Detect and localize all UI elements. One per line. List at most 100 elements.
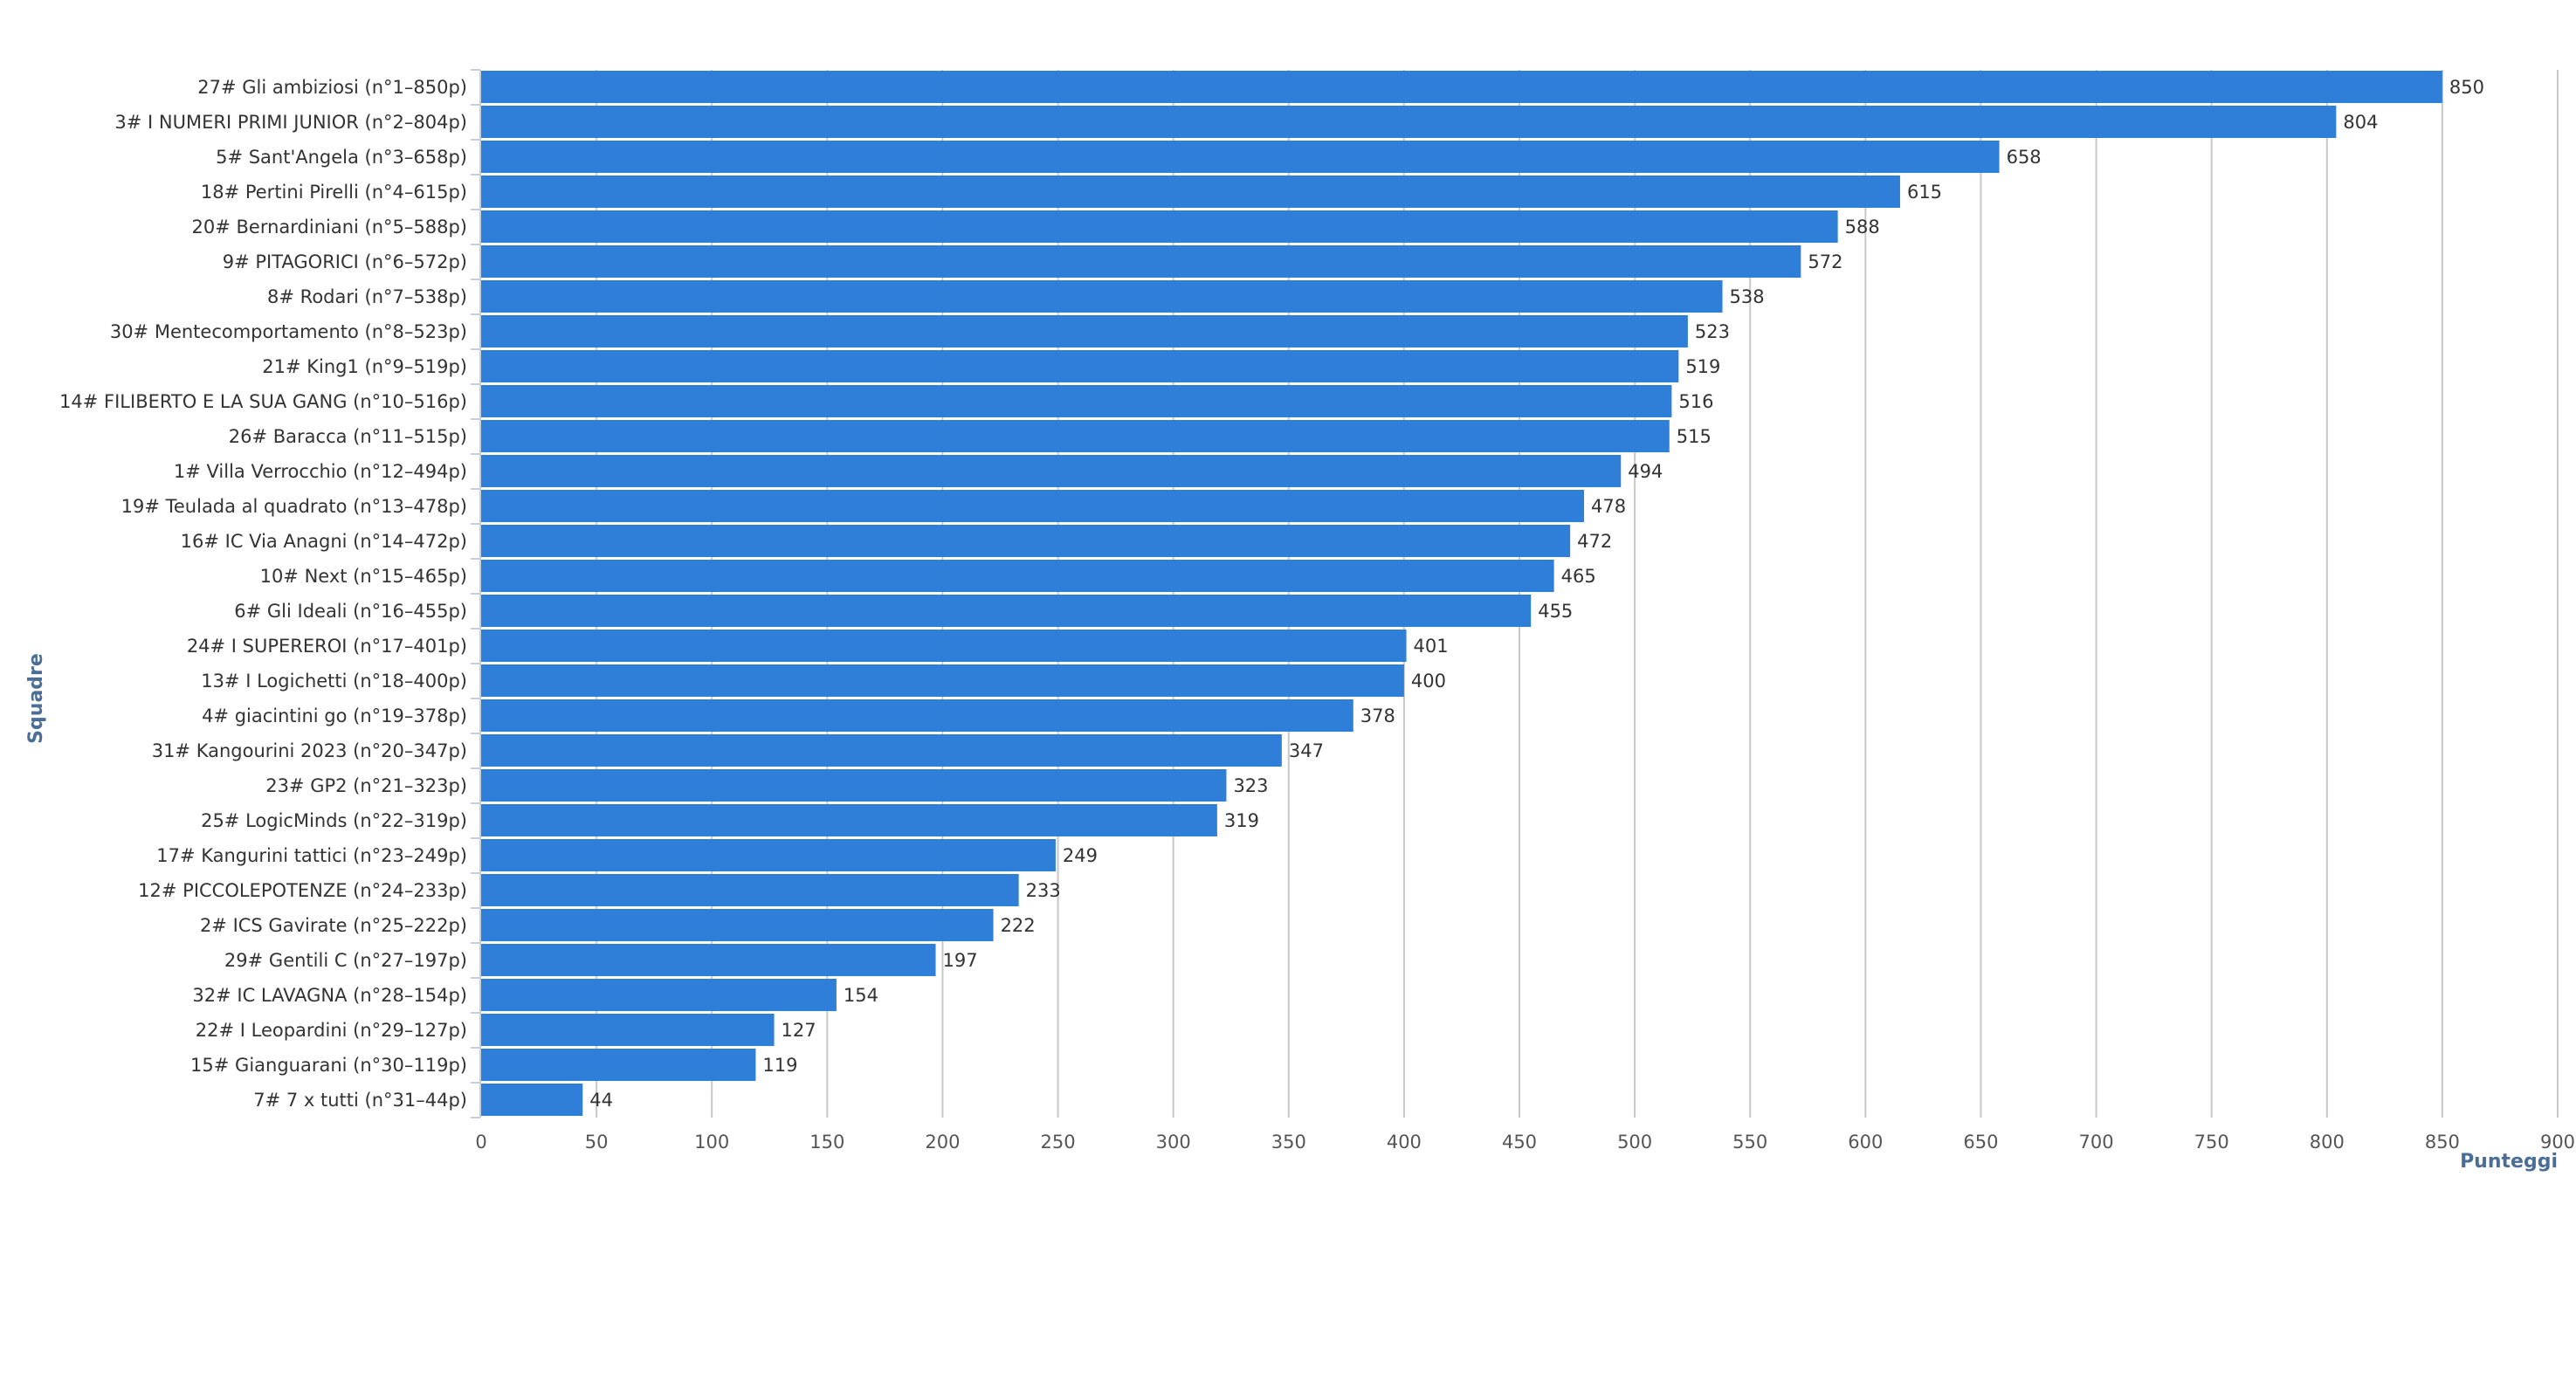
bar[interactable] bbox=[481, 804, 1217, 836]
category-label: 15# Gianguarani (n°30–119p) bbox=[190, 1055, 467, 1076]
data-label: 494 bbox=[1628, 461, 1663, 482]
category-label: 27# Gli ambiziosi (n°1–850p) bbox=[197, 77, 467, 98]
bar[interactable] bbox=[481, 71, 2442, 103]
data-label: 44 bbox=[589, 1090, 613, 1111]
data-label: 658 bbox=[2007, 147, 2042, 168]
bar[interactable] bbox=[481, 699, 1353, 732]
data-label: 378 bbox=[1360, 705, 1395, 726]
category-label: 25# LogicMinds (n°22–319p) bbox=[201, 810, 467, 831]
bar[interactable] bbox=[481, 909, 994, 941]
bar[interactable] bbox=[481, 944, 936, 976]
y-axis-title: Squadre bbox=[25, 653, 47, 744]
category-label: 14# FILIBERTO E LA SUA GANG (n°10–516p) bbox=[59, 391, 467, 412]
data-label: 319 bbox=[1224, 810, 1259, 831]
x-tick-label: 550 bbox=[1732, 1132, 1767, 1153]
bar[interactable] bbox=[481, 315, 1688, 348]
category-label: 22# I Leopardini (n°29–127p) bbox=[196, 1020, 467, 1041]
x-tick-label: 600 bbox=[1848, 1132, 1883, 1153]
x-tick-label: 800 bbox=[2310, 1132, 2345, 1153]
data-label: 249 bbox=[1063, 845, 1098, 866]
category-label: 5# Sant'Angela (n°3–658p) bbox=[216, 147, 467, 168]
bar[interactable] bbox=[481, 1014, 775, 1046]
bar[interactable] bbox=[481, 839, 1056, 871]
x-tick-label: 900 bbox=[2540, 1132, 2575, 1153]
x-tick-label: 700 bbox=[2079, 1132, 2114, 1153]
bar[interactable] bbox=[481, 385, 1672, 417]
category-label: 9# PITAGORICI (n°6–572p) bbox=[223, 251, 467, 272]
bar[interactable] bbox=[481, 210, 1838, 243]
x-tick-label: 200 bbox=[925, 1132, 960, 1153]
bar[interactable] bbox=[481, 175, 1900, 208]
data-label: 850 bbox=[2449, 77, 2484, 98]
bar[interactable] bbox=[481, 350, 1679, 382]
category-label: 8# Rodari (n°7–538p) bbox=[267, 286, 467, 307]
category-label: 20# Bernardiniani (n°5–588p) bbox=[192, 217, 468, 237]
bar[interactable] bbox=[481, 595, 1532, 627]
data-label: 119 bbox=[762, 1055, 797, 1076]
data-label: 588 bbox=[1845, 217, 1880, 237]
bar[interactable] bbox=[481, 1084, 583, 1116]
data-label: 197 bbox=[943, 950, 978, 971]
category-label: 24# I SUPEREROI (n°17–401p) bbox=[187, 636, 467, 657]
bar[interactable] bbox=[481, 560, 1554, 592]
bar[interactable] bbox=[481, 141, 2000, 173]
category-label: 7# 7 x tutti (n°31–44p) bbox=[253, 1090, 467, 1111]
x-tick-label: 650 bbox=[1963, 1132, 1998, 1153]
category-label: 12# PICCOLEPOTENZE (n°24–233p) bbox=[138, 880, 467, 901]
category-label: 2# ICS Gavirate (n°25–222p) bbox=[200, 915, 467, 936]
data-label: 401 bbox=[1414, 636, 1449, 657]
data-label: 523 bbox=[1695, 321, 1730, 342]
bar[interactable] bbox=[481, 525, 1571, 557]
bar[interactable] bbox=[481, 1049, 756, 1081]
bar[interactable] bbox=[481, 490, 1584, 522]
category-label: 30# Mentecomportamento (n°8–523p) bbox=[110, 321, 467, 342]
bar[interactable] bbox=[481, 106, 2337, 138]
data-label: 472 bbox=[1577, 531, 1612, 552]
data-label: 323 bbox=[1233, 775, 1268, 796]
category-label: 31# Kangourini 2023 (n°20–347p) bbox=[152, 740, 467, 761]
category-label: 1# Villa Verrocchio (n°12–494p) bbox=[174, 461, 467, 482]
category-label: 17# Kangurini tattici (n°23–249p) bbox=[156, 845, 467, 866]
bar[interactable] bbox=[481, 664, 1404, 697]
x-tick-label: 500 bbox=[1617, 1132, 1652, 1153]
bar[interactable] bbox=[481, 630, 1407, 662]
category-label: 32# IC LAVAGNA (n°28–154p) bbox=[192, 985, 467, 1006]
bar[interactable] bbox=[481, 245, 1801, 278]
category-label: 4# giacintini go (n°19–378p) bbox=[202, 705, 467, 726]
category-label: 21# King1 (n°9–519p) bbox=[262, 356, 467, 377]
grid-lines bbox=[596, 70, 2559, 1118]
category-label: 18# Pertini Pirelli (n°4–615p) bbox=[201, 182, 467, 203]
data-label: 154 bbox=[844, 985, 878, 1006]
x-tick-label: 250 bbox=[1041, 1132, 1076, 1153]
bar[interactable] bbox=[481, 769, 1227, 802]
data-label: 519 bbox=[1685, 356, 1720, 377]
x-axis-title: Punteggi bbox=[2460, 1151, 2558, 1173]
x-tick-label: 300 bbox=[1156, 1132, 1191, 1153]
data-label: 465 bbox=[1561, 566, 1596, 587]
bar[interactable] bbox=[481, 979, 837, 1011]
bar[interactable] bbox=[481, 455, 1622, 487]
bar[interactable] bbox=[481, 734, 1282, 767]
x-tick-label: 50 bbox=[585, 1132, 609, 1153]
category-label: 6# Gli Ideali (n°16–455p) bbox=[234, 601, 467, 622]
data-label: 222 bbox=[1001, 915, 1036, 936]
bar[interactable] bbox=[481, 874, 1019, 906]
x-tick-label: 0 bbox=[475, 1132, 486, 1153]
bar[interactable] bbox=[481, 420, 1670, 452]
x-tick-label: 750 bbox=[2194, 1132, 2229, 1153]
data-label: 538 bbox=[1730, 286, 1765, 307]
data-label: 347 bbox=[1289, 740, 1324, 761]
data-label: 804 bbox=[2343, 112, 2378, 133]
x-tick-label: 450 bbox=[1502, 1132, 1537, 1153]
bar[interactable] bbox=[481, 280, 1723, 313]
data-label: 400 bbox=[1411, 671, 1446, 692]
category-label: 19# Teulada al quadrato (n°13–478p) bbox=[121, 496, 467, 517]
x-tick-label: 400 bbox=[1387, 1132, 1422, 1153]
category-label: 16# IC Via Anagni (n°14–472p) bbox=[181, 531, 467, 552]
data-label: 233 bbox=[1026, 880, 1061, 901]
x-tick-label: 850 bbox=[2425, 1132, 2460, 1153]
data-label: 455 bbox=[1538, 601, 1573, 622]
data-label: 515 bbox=[1677, 426, 1712, 447]
